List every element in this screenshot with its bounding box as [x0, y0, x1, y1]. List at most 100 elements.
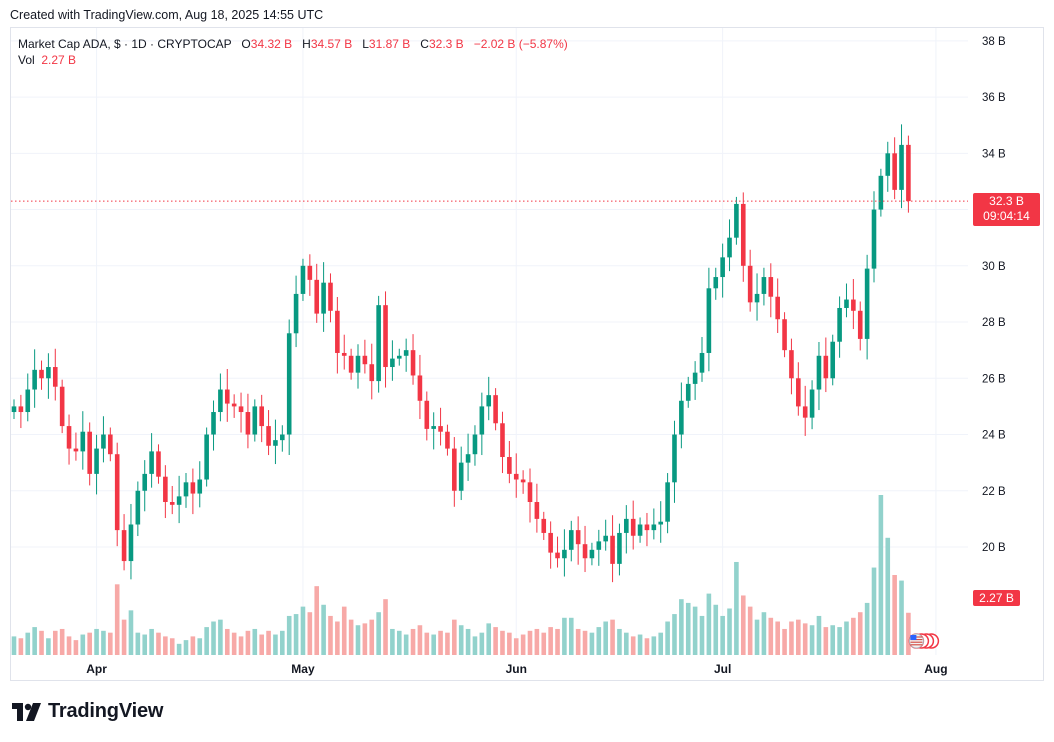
candle-body	[727, 237, 732, 258]
candle-body	[534, 502, 540, 519]
candle-body	[802, 406, 808, 418]
candle-body	[568, 530, 574, 550]
candle-body	[789, 350, 794, 379]
candle-body	[438, 426, 443, 432]
y-tick-label: 20 B	[982, 542, 1006, 554]
candle-body	[169, 502, 175, 505]
y-tick-label: 36 B	[982, 92, 1006, 104]
candle-body	[493, 395, 498, 424]
volume-bar	[355, 625, 361, 655]
candle-body	[692, 372, 698, 384]
volume-bar	[376, 612, 381, 655]
candle-body	[128, 524, 134, 562]
volume-bar	[46, 638, 51, 655]
volume-bar	[245, 630, 251, 655]
volume-bar	[66, 636, 72, 655]
candle	[369, 343, 375, 400]
volume-bar	[80, 634, 86, 655]
candle-body	[472, 434, 478, 455]
candle	[844, 283, 849, 318]
candle-body	[314, 279, 320, 314]
candle	[479, 392, 485, 456]
volume-bar	[266, 630, 271, 655]
candle-body	[376, 305, 381, 382]
volume-bar	[424, 632, 430, 655]
candle	[830, 334, 836, 386]
candle-body	[775, 296, 780, 320]
candle-body	[596, 541, 602, 550]
volume-bar	[513, 638, 519, 655]
volume-bar	[844, 621, 849, 655]
candle-body	[204, 434, 209, 480]
candle-body	[114, 454, 120, 531]
candle-body	[823, 355, 829, 379]
candle-body	[624, 518, 629, 533]
candle	[452, 437, 457, 507]
volume-bar	[369, 619, 375, 655]
candle	[438, 407, 443, 446]
candle	[796, 362, 801, 416]
candle-body	[747, 265, 753, 303]
y-axis: 20 B22 B24 B26 B28 B30 B32 B34 B36 B38 B	[982, 36, 1006, 554]
candle-body	[713, 277, 719, 289]
volume-bar	[871, 567, 877, 655]
candle-body	[410, 350, 416, 376]
candle-body	[121, 530, 127, 562]
candle	[149, 433, 154, 488]
volume-bar	[465, 628, 471, 655]
candle-body	[66, 426, 72, 449]
volume-bar	[59, 628, 65, 655]
open-value: 34.32 B	[250, 37, 293, 51]
brand[interactable]: TradingView	[12, 700, 163, 723]
candle-body	[906, 144, 911, 202]
candle	[816, 342, 822, 411]
candle	[809, 380, 815, 430]
volume-bar	[541, 632, 547, 655]
candle-body	[197, 479, 203, 494]
volume-bar	[183, 640, 189, 655]
volume-bar	[809, 625, 815, 655]
candle	[878, 168, 884, 217]
candle-body	[679, 400, 684, 435]
symbol-label[interactable]: Market Cap ADA, $ · 1D · CRYPTOCAP	[18, 37, 232, 51]
candle	[857, 301, 863, 351]
candle	[410, 334, 416, 385]
candle	[823, 337, 829, 393]
candle	[658, 501, 664, 543]
candle-body	[142, 473, 148, 491]
candle	[782, 312, 787, 358]
candle	[644, 512, 650, 547]
volume-bar	[789, 621, 794, 655]
candle-body	[651, 524, 657, 531]
candle-body	[417, 375, 423, 401]
candle	[94, 434, 99, 495]
candle-body	[768, 277, 774, 297]
volume-bar	[252, 628, 258, 655]
candle	[18, 394, 24, 429]
volume-bar	[582, 630, 588, 655]
candle	[252, 399, 258, 442]
x-axis: Apr May Jun Jul Aug	[86, 662, 947, 676]
volume-bar	[348, 619, 354, 655]
candle-body	[390, 358, 395, 368]
volume-bar	[87, 632, 92, 655]
volume-bar	[11, 636, 17, 655]
candle-body	[672, 434, 677, 483]
candle-body	[548, 532, 553, 553]
volume-bar	[156, 632, 161, 655]
x-tick-label: Jul	[714, 662, 731, 676]
volume-bar	[665, 621, 670, 655]
candle-body	[513, 473, 519, 480]
candle-body	[500, 423, 505, 458]
volume-bar	[39, 630, 44, 655]
volume-bar	[802, 623, 808, 655]
open-label: O	[241, 37, 251, 51]
candle-body	[610, 535, 615, 564]
candle-body	[355, 355, 361, 373]
volume-bar	[94, 628, 99, 655]
volume-bar	[823, 627, 829, 655]
volume-bar	[280, 630, 285, 655]
candle-body	[507, 457, 512, 474]
candle-body	[238, 406, 244, 413]
